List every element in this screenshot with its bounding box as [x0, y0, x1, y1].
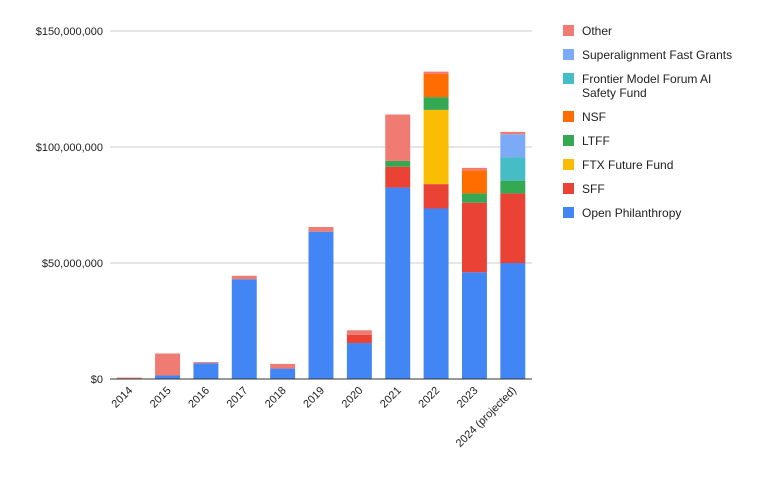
bar-segment-sff-2021 [385, 166, 411, 188]
legend: Other Superalignment Fast Grants Frontier … [563, 24, 732, 220]
x-tick-label: 2016 [186, 385, 212, 411]
legend-swatch [563, 135, 574, 146]
bar-segment-open-philanthropy-2016 [193, 363, 219, 379]
x-tick-label: 2018 [263, 385, 289, 411]
bars [116, 71, 526, 379]
bar-segment-other-2022 [423, 71, 449, 74]
bar-segment-open-philanthropy-2021 [385, 187, 411, 379]
x-axis-ticks: 2014 2015 2016 2017 2018 2019 2020 2021 2022 2023… [110, 385, 519, 450]
legend-swatch [563, 159, 574, 170]
bar-segment-superalignment-fast-grants-2024-projected- [500, 134, 526, 158]
x-tick-label: 2021 [378, 385, 404, 411]
bar-segment-sff-2020 [346, 334, 372, 344]
bar-segment-other-2020 [346, 330, 372, 335]
bar-segment-sff-2022 [423, 184, 449, 209]
bar-segment-open-philanthropy-2023 [461, 272, 487, 379]
y-tick-label: $50,000,000 [42, 258, 103, 270]
bar-segment-open-philanthropy-2022 [423, 208, 449, 379]
bar-segment-other-2017 [231, 275, 257, 280]
bar-segment-nsf-2023 [461, 170, 487, 194]
legend-swatch [563, 73, 574, 84]
bar-segment-other-2014 [116, 377, 142, 379]
bar-segment-nsf-2022 [423, 73, 449, 98]
bar-segment-other-2015 [155, 353, 181, 376]
x-tick-label: 2022 [416, 385, 442, 411]
bar-segment-other-2018 [270, 363, 296, 369]
bar-segment-open-philanthropy-2017 [231, 279, 257, 379]
x-tick-label: 2015 [148, 385, 174, 411]
bar-segment-open-philanthropy-2018 [270, 368, 296, 379]
y-tick-label: $0 [91, 374, 103, 386]
x-tick-label: 2023 [455, 385, 481, 411]
x-tick-label: 2019 [301, 385, 327, 411]
legend-label: Open Philanthropy [582, 206, 681, 220]
bar-segment-open-philanthropy-2019 [308, 231, 334, 379]
bar-segment-other-2023 [461, 167, 487, 171]
y-tick-label: $100,000,000 [36, 142, 103, 154]
legend-label: FTX Future Fund [582, 158, 673, 172]
bar-segment-ftx-future-fund-2022 [423, 109, 449, 185]
legend-swatch [563, 111, 574, 122]
bar-segment-open-philanthropy-2020 [346, 343, 372, 379]
x-tick-label: 2017 [225, 385, 251, 411]
x-tick-label: 2020 [340, 385, 366, 411]
bar-segment-open-philanthropy-2015 [155, 375, 181, 379]
y-tick-label: $150,000,000 [36, 26, 103, 38]
legend-swatch [563, 49, 574, 60]
legend-label: Frontier Model Forum AI Safety Fund [582, 72, 711, 100]
bar-segment-frontier-model-forum-ai-safety-fund-2024-projected- [500, 157, 526, 181]
legend-label: SFF [582, 182, 605, 196]
bar-segment-ltff-2021 [385, 160, 411, 167]
bar-segment-open-philanthropy-2024-projected- [500, 263, 526, 379]
legend-swatch [563, 25, 574, 36]
bar-segment-sff-2023 [461, 202, 487, 273]
legend-swatch [563, 207, 574, 218]
x-tick-label: 2014 [110, 385, 136, 411]
bar-segment-ltff-2023 [461, 193, 487, 203]
bar-segment-other-2024-projected- [500, 131, 526, 135]
bar-segment-sff-2024-projected- [500, 193, 526, 263]
bar-segment-ltff-2022 [423, 97, 449, 110]
bar-segment-other-2016 [193, 362, 219, 364]
legend-label: NSF [582, 110, 606, 124]
bar-segment-other-2019 [308, 227, 334, 232]
legend-label: Other [582, 24, 612, 38]
legend-label: Superalignment Fast Grants [582, 48, 732, 62]
bar-segment-other-2021 [385, 114, 411, 161]
legend-label: LTFF [582, 134, 610, 148]
bar-segment-ltff-2024-projected- [500, 180, 526, 194]
legend-swatch [563, 183, 574, 194]
y-axis-ticks: $0 $50,000,000 $100,000,000 $150,000,000 [36, 26, 103, 386]
